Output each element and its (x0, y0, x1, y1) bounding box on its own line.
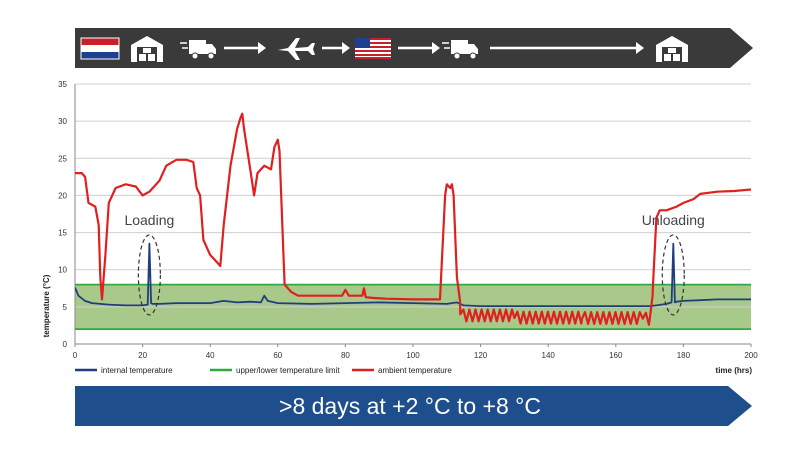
spike-highlight-ellipse (661, 234, 685, 316)
annotations: Loading Unloading (124, 212, 705, 316)
y-tick-label: 15 (58, 229, 67, 238)
summary-banner: >8 days at +2 °C to +8 °C (75, 386, 752, 426)
annotation-label: Unloading (642, 212, 705, 228)
series-line-internal-temperature (75, 242, 751, 308)
arrow-right-icon (224, 42, 266, 54)
legend-label: ambient temperature (378, 366, 452, 375)
x-tick-label: 80 (341, 351, 350, 360)
series-line-ambient-temperature (75, 112, 751, 326)
x-tick-label: 200 (744, 351, 758, 360)
delivery-truck-icon (180, 40, 216, 60)
y-tick-label: 0 (63, 340, 68, 349)
x-tick-labels: 0 20 40 60 80 100 120 140 160 180 200 (73, 344, 758, 360)
netherlands-flag-icon (80, 37, 120, 60)
usa-flag-icon (355, 38, 391, 59)
summary-banner-arrow (75, 386, 752, 426)
arrow-right-icon (322, 42, 350, 54)
legend: internal temperature upper/lower temperat… (75, 366, 452, 375)
x-tick-label: 40 (206, 351, 215, 360)
warehouse-icon (656, 36, 688, 62)
x-tick-label: 60 (273, 351, 282, 360)
y-tick-labels: 0 5 10 15 20 25 30 35 (58, 80, 67, 349)
x-tick-label: 100 (406, 351, 420, 360)
legend-label: internal temperature (101, 366, 173, 375)
warehouse-icon (131, 36, 163, 62)
series-layer (75, 112, 751, 331)
annotation-label: Loading (124, 212, 174, 228)
x-tick-label: 140 (542, 351, 556, 360)
summary-banner-text: >8 days at +2 °C to +8 °C (279, 393, 541, 419)
x-tick-label: 120 (474, 351, 488, 360)
airplane-icon (278, 38, 315, 60)
y-tick-label: 30 (58, 117, 67, 126)
y-tick-label: 20 (58, 191, 67, 200)
spike-highlight-ellipse (137, 234, 161, 316)
legend-label: upper/lower temperature limit (236, 366, 340, 375)
x-tick-label: 180 (677, 351, 691, 360)
y-tick-label: 25 (58, 154, 67, 163)
x-tick-label: 160 (609, 351, 623, 360)
x-tick-label: 0 (73, 351, 78, 360)
y-tick-label: 10 (58, 266, 67, 275)
delivery-truck-icon (442, 40, 478, 60)
grid-lines (75, 83, 751, 308)
x-axis-label: time (hrs) (716, 366, 753, 375)
route-banner (75, 28, 753, 68)
arrow-right-icon (490, 42, 644, 54)
y-axis-label: temperature (°C) (42, 274, 51, 337)
y-tick-label: 5 (63, 303, 68, 312)
arrow-right-icon (398, 42, 440, 54)
y-tick-label: 35 (58, 80, 67, 89)
x-tick-label: 20 (138, 351, 147, 360)
temperature-chart: 0 5 10 15 20 25 30 35 0 20 40 60 80 100 120 140 160 180 2… (42, 80, 758, 375)
